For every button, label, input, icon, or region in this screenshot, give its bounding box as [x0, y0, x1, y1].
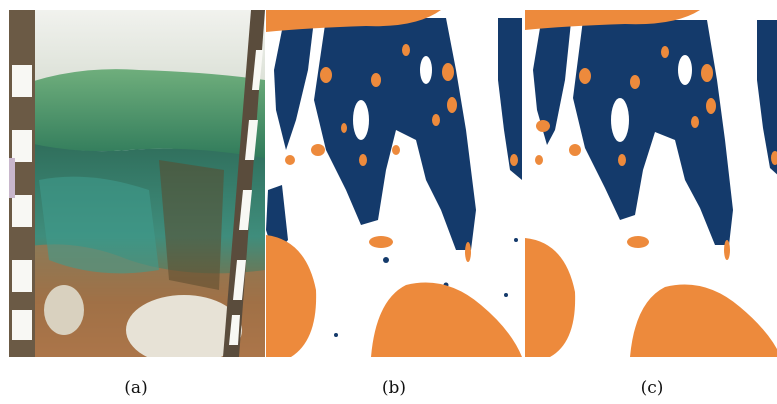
orange-region — [525, 238, 576, 357]
orange-region — [266, 235, 317, 357]
orange-blob — [627, 236, 649, 248]
white-hole — [353, 100, 369, 140]
soil-profile-photo — [9, 10, 265, 357]
small-rock — [44, 285, 84, 335]
segmentation-map-c — [525, 10, 777, 357]
dark-region-group — [266, 18, 522, 337]
white-hole — [611, 98, 629, 142]
orange-blob — [706, 98, 716, 114]
dark-region-group — [533, 20, 777, 245]
orange-blob — [392, 145, 400, 155]
orange-region-group — [266, 10, 522, 357]
orange-blob — [535, 155, 543, 165]
orange-blob — [536, 120, 550, 132]
orange-blob — [341, 123, 347, 133]
orange-blob — [569, 144, 581, 156]
orange-blob — [402, 44, 410, 56]
rock — [126, 295, 242, 357]
white-hole-group — [353, 56, 432, 172]
right-measuring-pole — [223, 10, 265, 357]
orange-blob — [771, 151, 777, 165]
grass-layer — [9, 69, 265, 160]
white-hole — [649, 147, 661, 173]
dark-region — [314, 18, 476, 250]
white-hole — [420, 56, 432, 84]
caption-a: (a) — [124, 378, 148, 398]
orange-blob — [311, 144, 325, 156]
dark-speck — [383, 257, 389, 263]
orange-region — [371, 282, 522, 357]
orange-blob — [371, 73, 381, 87]
orange-blob — [661, 46, 669, 58]
orange-region-group — [525, 10, 777, 357]
dark-region — [757, 20, 777, 175]
orange-region — [525, 10, 700, 30]
teal-horizon-patch — [39, 176, 159, 274]
orange-region — [266, 10, 441, 32]
white-hole — [678, 55, 692, 85]
dark-region — [274, 20, 314, 150]
orange-blob — [369, 236, 393, 248]
caption-b: (b) — [381, 378, 407, 398]
dark-soil-patch — [159, 160, 224, 290]
orange-blob — [691, 116, 699, 128]
orange-blob — [579, 68, 591, 84]
orange-blob — [442, 63, 454, 81]
orange-blob — [432, 114, 440, 126]
orange-blob — [630, 75, 640, 89]
dark-speck — [504, 293, 508, 297]
orange-blob — [447, 97, 457, 113]
orange-blob — [724, 240, 730, 260]
orange-region — [630, 284, 777, 357]
left-measuring-pole — [9, 10, 35, 357]
caption-c: (c) — [640, 378, 664, 398]
dark-region — [533, 22, 571, 145]
orange-blob — [701, 64, 713, 82]
orange-blob — [359, 154, 367, 166]
dark-speck — [514, 238, 518, 242]
orange-blob — [618, 154, 626, 166]
orange-blob — [465, 242, 471, 262]
white-hole-group — [611, 55, 692, 173]
white-hole — [391, 148, 401, 172]
dark-region — [573, 20, 733, 245]
dark-speck — [334, 333, 338, 337]
orange-blob — [320, 67, 332, 83]
segmentation-map-b — [266, 10, 522, 357]
dark-region — [498, 18, 522, 180]
orange-blob — [510, 154, 518, 166]
orange-blob — [285, 155, 295, 165]
